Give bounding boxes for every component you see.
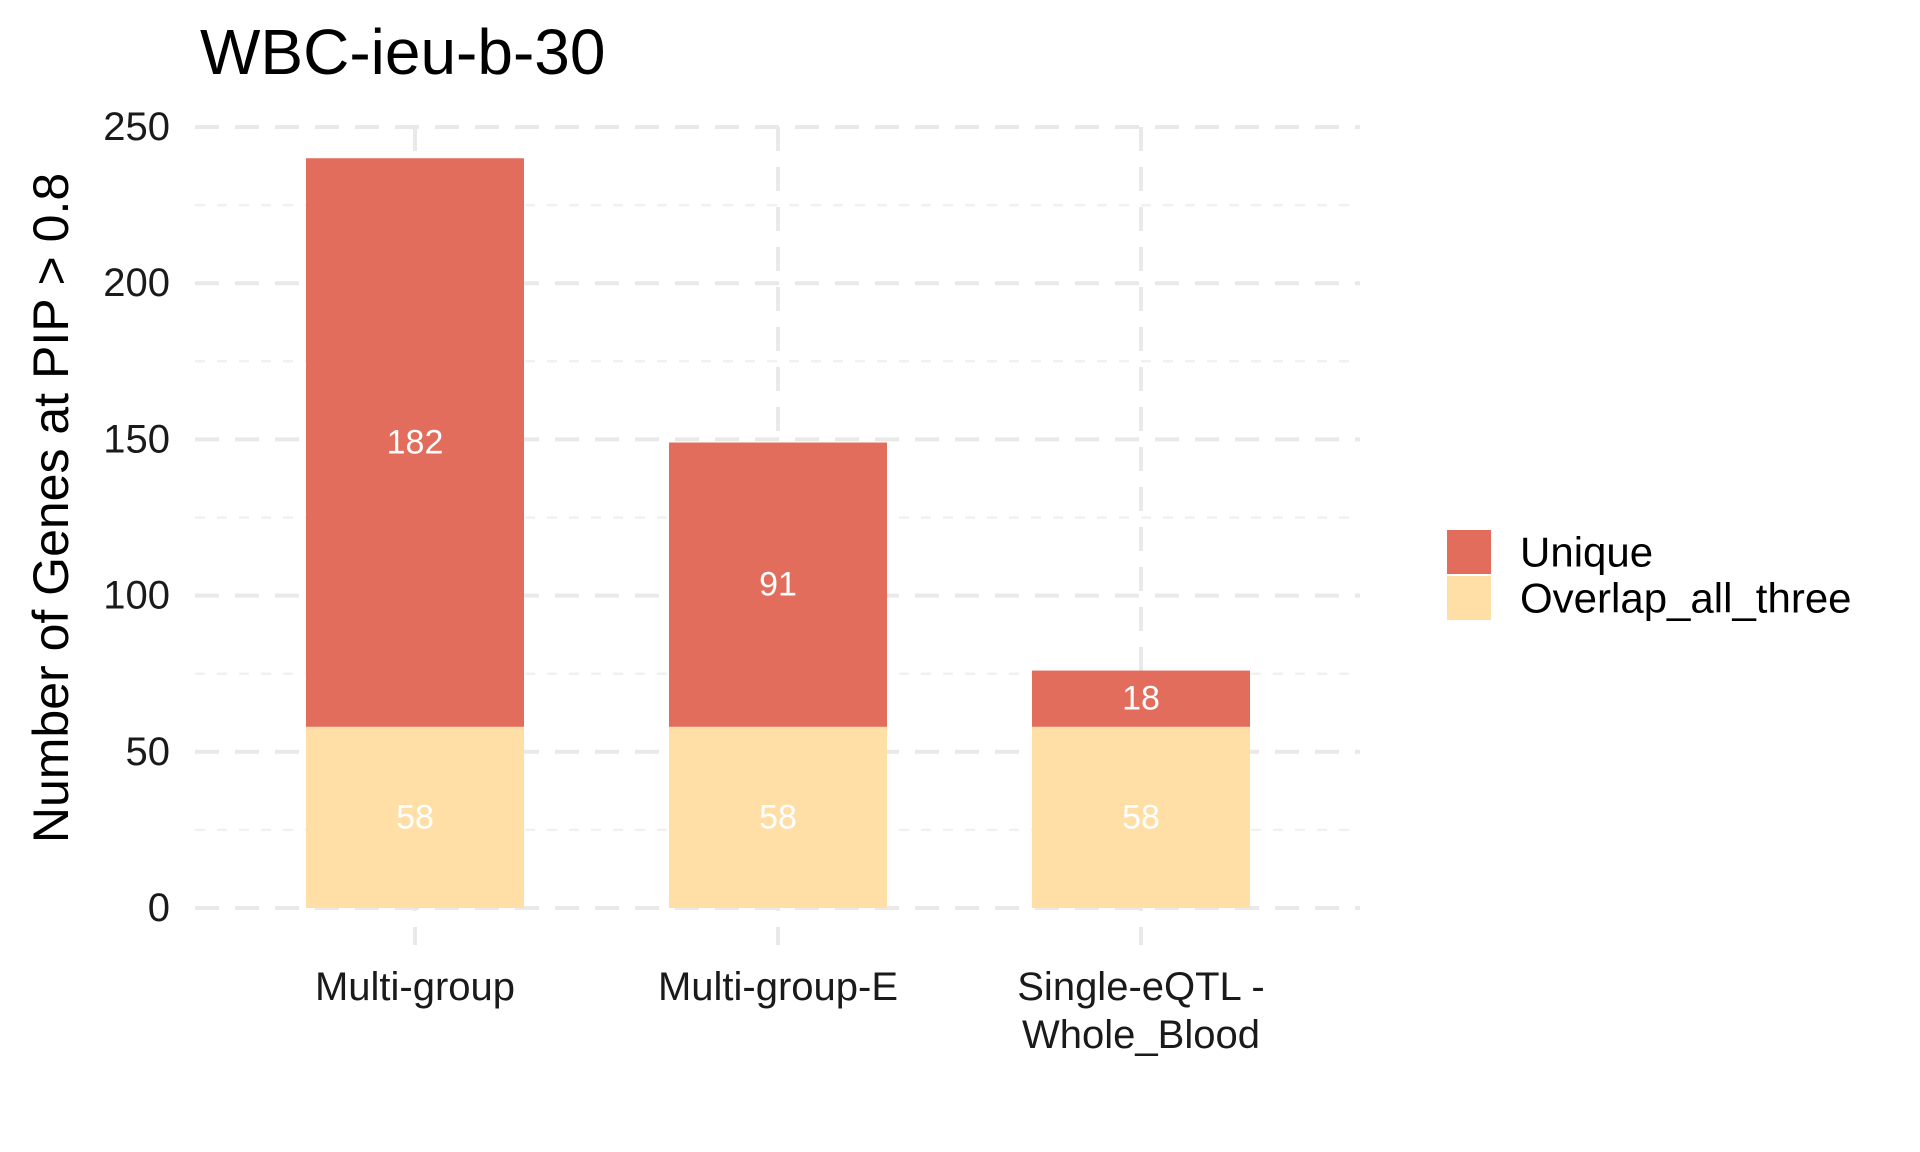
bars	[306, 158, 1250, 908]
legend-swatch-overlap-all-three	[1447, 576, 1491, 620]
bar-overlap-all-three	[306, 726, 524, 908]
y-tick-label: 250	[103, 105, 170, 149]
x-tick-label: Multi-group-E	[658, 965, 898, 1009]
chart-title: WBC-ieu-b-30	[200, 16, 605, 88]
x-tick-label: Single-eQTL -Whole_Blood	[1017, 965, 1265, 1057]
legend-label-unique: Unique	[1520, 529, 1653, 576]
bar-unique	[306, 158, 524, 727]
y-tick-label: 50	[126, 730, 171, 774]
bar-overlap-all-three	[669, 726, 887, 908]
bar-value-label: 91	[759, 566, 797, 604]
legend-label-overlap-all-three: Overlap_all_three	[1520, 575, 1852, 622]
bar-value-label: 58	[1122, 798, 1160, 836]
x-axis: Multi-group Multi-group-E Single-eQTL -Who…	[315, 965, 1265, 1057]
bar-value-label: 182	[387, 424, 444, 462]
y-axis: 0 50 100 150 200 250	[103, 105, 170, 930]
bar-value-label: 58	[396, 798, 434, 836]
bar-overlap-all-three	[1032, 726, 1250, 908]
y-tick-label: 200	[103, 261, 170, 305]
bar-labels: 58 182 58 91 58 18	[387, 424, 1160, 837]
bar-value-label: 18	[1122, 680, 1160, 718]
bar-unique	[669, 442, 887, 727]
legend-swatch-unique	[1447, 530, 1491, 574]
bar-unique	[1032, 670, 1250, 727]
y-tick-label: 0	[148, 886, 170, 930]
y-tick-label: 100	[103, 574, 170, 618]
x-tick-label: Multi-group	[315, 965, 515, 1009]
bar-value-label: 58	[759, 798, 797, 836]
y-tick-label: 150	[103, 417, 170, 461]
y-axis-title: Number of Genes at PIP > 0.8	[23, 173, 79, 843]
